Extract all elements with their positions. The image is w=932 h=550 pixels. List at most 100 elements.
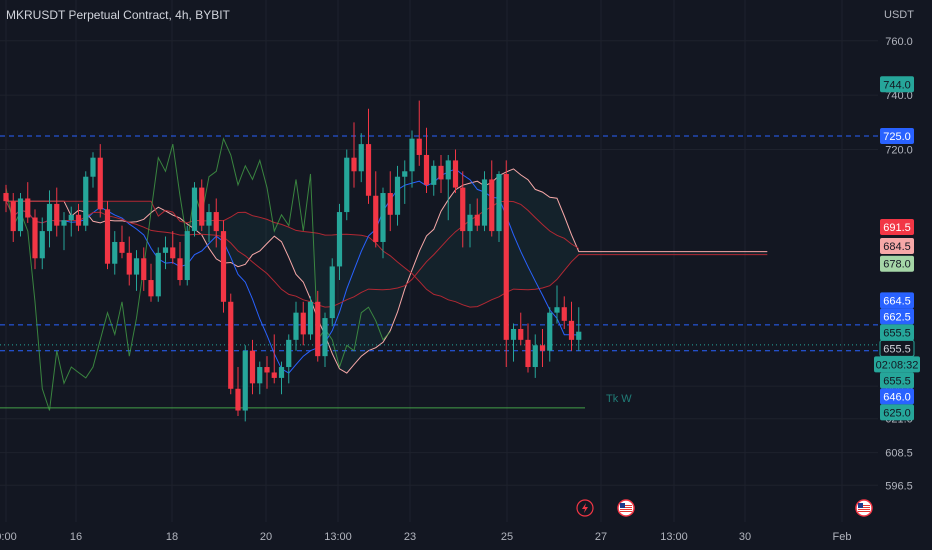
candle-43[interactable]	[315, 290, 321, 362]
candle-78[interactable]	[568, 301, 575, 351]
candle-body	[525, 339, 531, 368]
candle-20[interactable]	[148, 263, 154, 302]
candle-2[interactable]	[17, 193, 24, 237]
candle-39[interactable]	[286, 334, 292, 384]
candle-34[interactable]	[249, 339, 256, 395]
candle-29[interactable]	[213, 198, 219, 248]
candlesticks[interactable]	[3, 100, 582, 422]
x-tick-0: 0:00	[0, 531, 17, 543]
lightning-icon[interactable]	[576, 499, 594, 517]
candle-10[interactable]	[75, 203, 82, 232]
candle-11[interactable]	[83, 171, 89, 232]
candle-body	[242, 350, 248, 411]
candle-76[interactable]	[554, 285, 560, 324]
candle-32[interactable]	[235, 367, 241, 416]
candle-38[interactable]	[278, 361, 285, 395]
candle-47[interactable]	[344, 149, 350, 221]
candle-48[interactable]	[351, 122, 357, 188]
candle-63[interactable]	[460, 171, 466, 248]
candle-70[interactable]	[510, 323, 517, 362]
candle-57[interactable]	[416, 100, 422, 166]
candle-65[interactable]	[474, 198, 480, 232]
candle-21[interactable]	[155, 247, 161, 302]
candle-1[interactable]	[10, 193, 16, 242]
candle-31[interactable]	[228, 293, 234, 395]
candle-53[interactable]	[387, 171, 393, 232]
candle-58[interactable]	[423, 127, 430, 194]
candle-30[interactable]	[220, 220, 227, 313]
candle-64[interactable]	[467, 203, 473, 248]
candle-body	[119, 241, 125, 253]
candle-24[interactable]	[177, 241, 183, 286]
candle-40[interactable]	[293, 301, 299, 351]
candle-68[interactable]	[496, 171, 502, 242]
price-label-text: 678.0	[883, 259, 911, 271]
candle-body	[177, 258, 183, 281]
candle-7[interactable]	[54, 187, 60, 237]
candle-56[interactable]	[409, 130, 415, 188]
candle-42[interactable]	[307, 296, 314, 340]
candle-71[interactable]	[518, 312, 524, 346]
candle-25[interactable]	[184, 225, 190, 286]
candle-62[interactable]	[452, 149, 459, 194]
candle-27[interactable]	[199, 179, 205, 232]
candle-body	[199, 187, 205, 226]
candle-36[interactable]	[264, 356, 270, 389]
candle-13[interactable]	[97, 144, 103, 218]
candle-23[interactable]	[170, 231, 176, 264]
candle-79[interactable]	[576, 307, 582, 351]
us-flag-icon[interactable]	[617, 499, 635, 517]
candle-body	[373, 195, 379, 242]
candle-33[interactable]	[242, 345, 248, 422]
candle-44[interactable]	[322, 312, 328, 368]
candle-9[interactable]	[68, 206, 74, 237]
candle-4[interactable]	[32, 209, 38, 270]
candle-body	[402, 171, 408, 177]
candle-49[interactable]	[358, 133, 364, 183]
candle-61[interactable]	[445, 154, 451, 221]
candle-22[interactable]	[162, 236, 169, 270]
candle-8[interactable]	[61, 212, 67, 251]
candle-28[interactable]	[206, 203, 212, 242]
candle-16[interactable]	[119, 225, 125, 259]
candle-18[interactable]	[133, 250, 140, 291]
candle-75[interactable]	[547, 307, 553, 362]
candle-0[interactable]	[3, 184, 9, 213]
candle-body	[155, 252, 161, 297]
candle-body	[257, 367, 263, 384]
candle-55[interactable]	[402, 160, 408, 204]
candle-52[interactable]	[380, 187, 386, 259]
candle-72[interactable]	[525, 323, 531, 373]
candle-74[interactable]	[539, 328, 546, 368]
candle-3[interactable]	[25, 182, 31, 223]
candle-37[interactable]	[271, 334, 277, 384]
candle-46[interactable]	[336, 203, 343, 281]
candle-body	[213, 212, 219, 232]
y-tick-5: 608.5	[885, 448, 913, 460]
candle-14[interactable]	[104, 201, 111, 270]
candle-66[interactable]	[481, 171, 488, 232]
candle-19[interactable]	[141, 247, 147, 291]
candle-5[interactable]	[39, 217, 45, 270]
candle-45[interactable]	[329, 258, 335, 327]
candle-26[interactable]	[191, 182, 198, 237]
candle-67[interactable]	[489, 160, 495, 237]
candle-12[interactable]	[90, 152, 96, 188]
candle-60[interactable]	[438, 154, 444, 194]
candle-17[interactable]	[126, 236, 132, 286]
candle-77[interactable]	[561, 296, 567, 329]
us-flag-icon[interactable]	[855, 499, 873, 517]
candle-59[interactable]	[431, 160, 437, 196]
candle-15[interactable]	[112, 231, 118, 275]
candle-50[interactable]	[365, 108, 372, 204]
candle-73[interactable]	[532, 334, 538, 378]
candle-54[interactable]	[394, 165, 401, 226]
candle-6[interactable]	[46, 190, 53, 248]
event-icons[interactable]	[576, 499, 873, 517]
candle-41[interactable]	[300, 301, 306, 346]
candle-51[interactable]	[373, 171, 379, 248]
time-axis[interactable]: 0:00 16 18 20 13:00 23 25 27 13:00 30 Feb	[0, 531, 851, 543]
candle-35[interactable]	[257, 361, 263, 395]
candle-69[interactable]	[503, 160, 509, 368]
